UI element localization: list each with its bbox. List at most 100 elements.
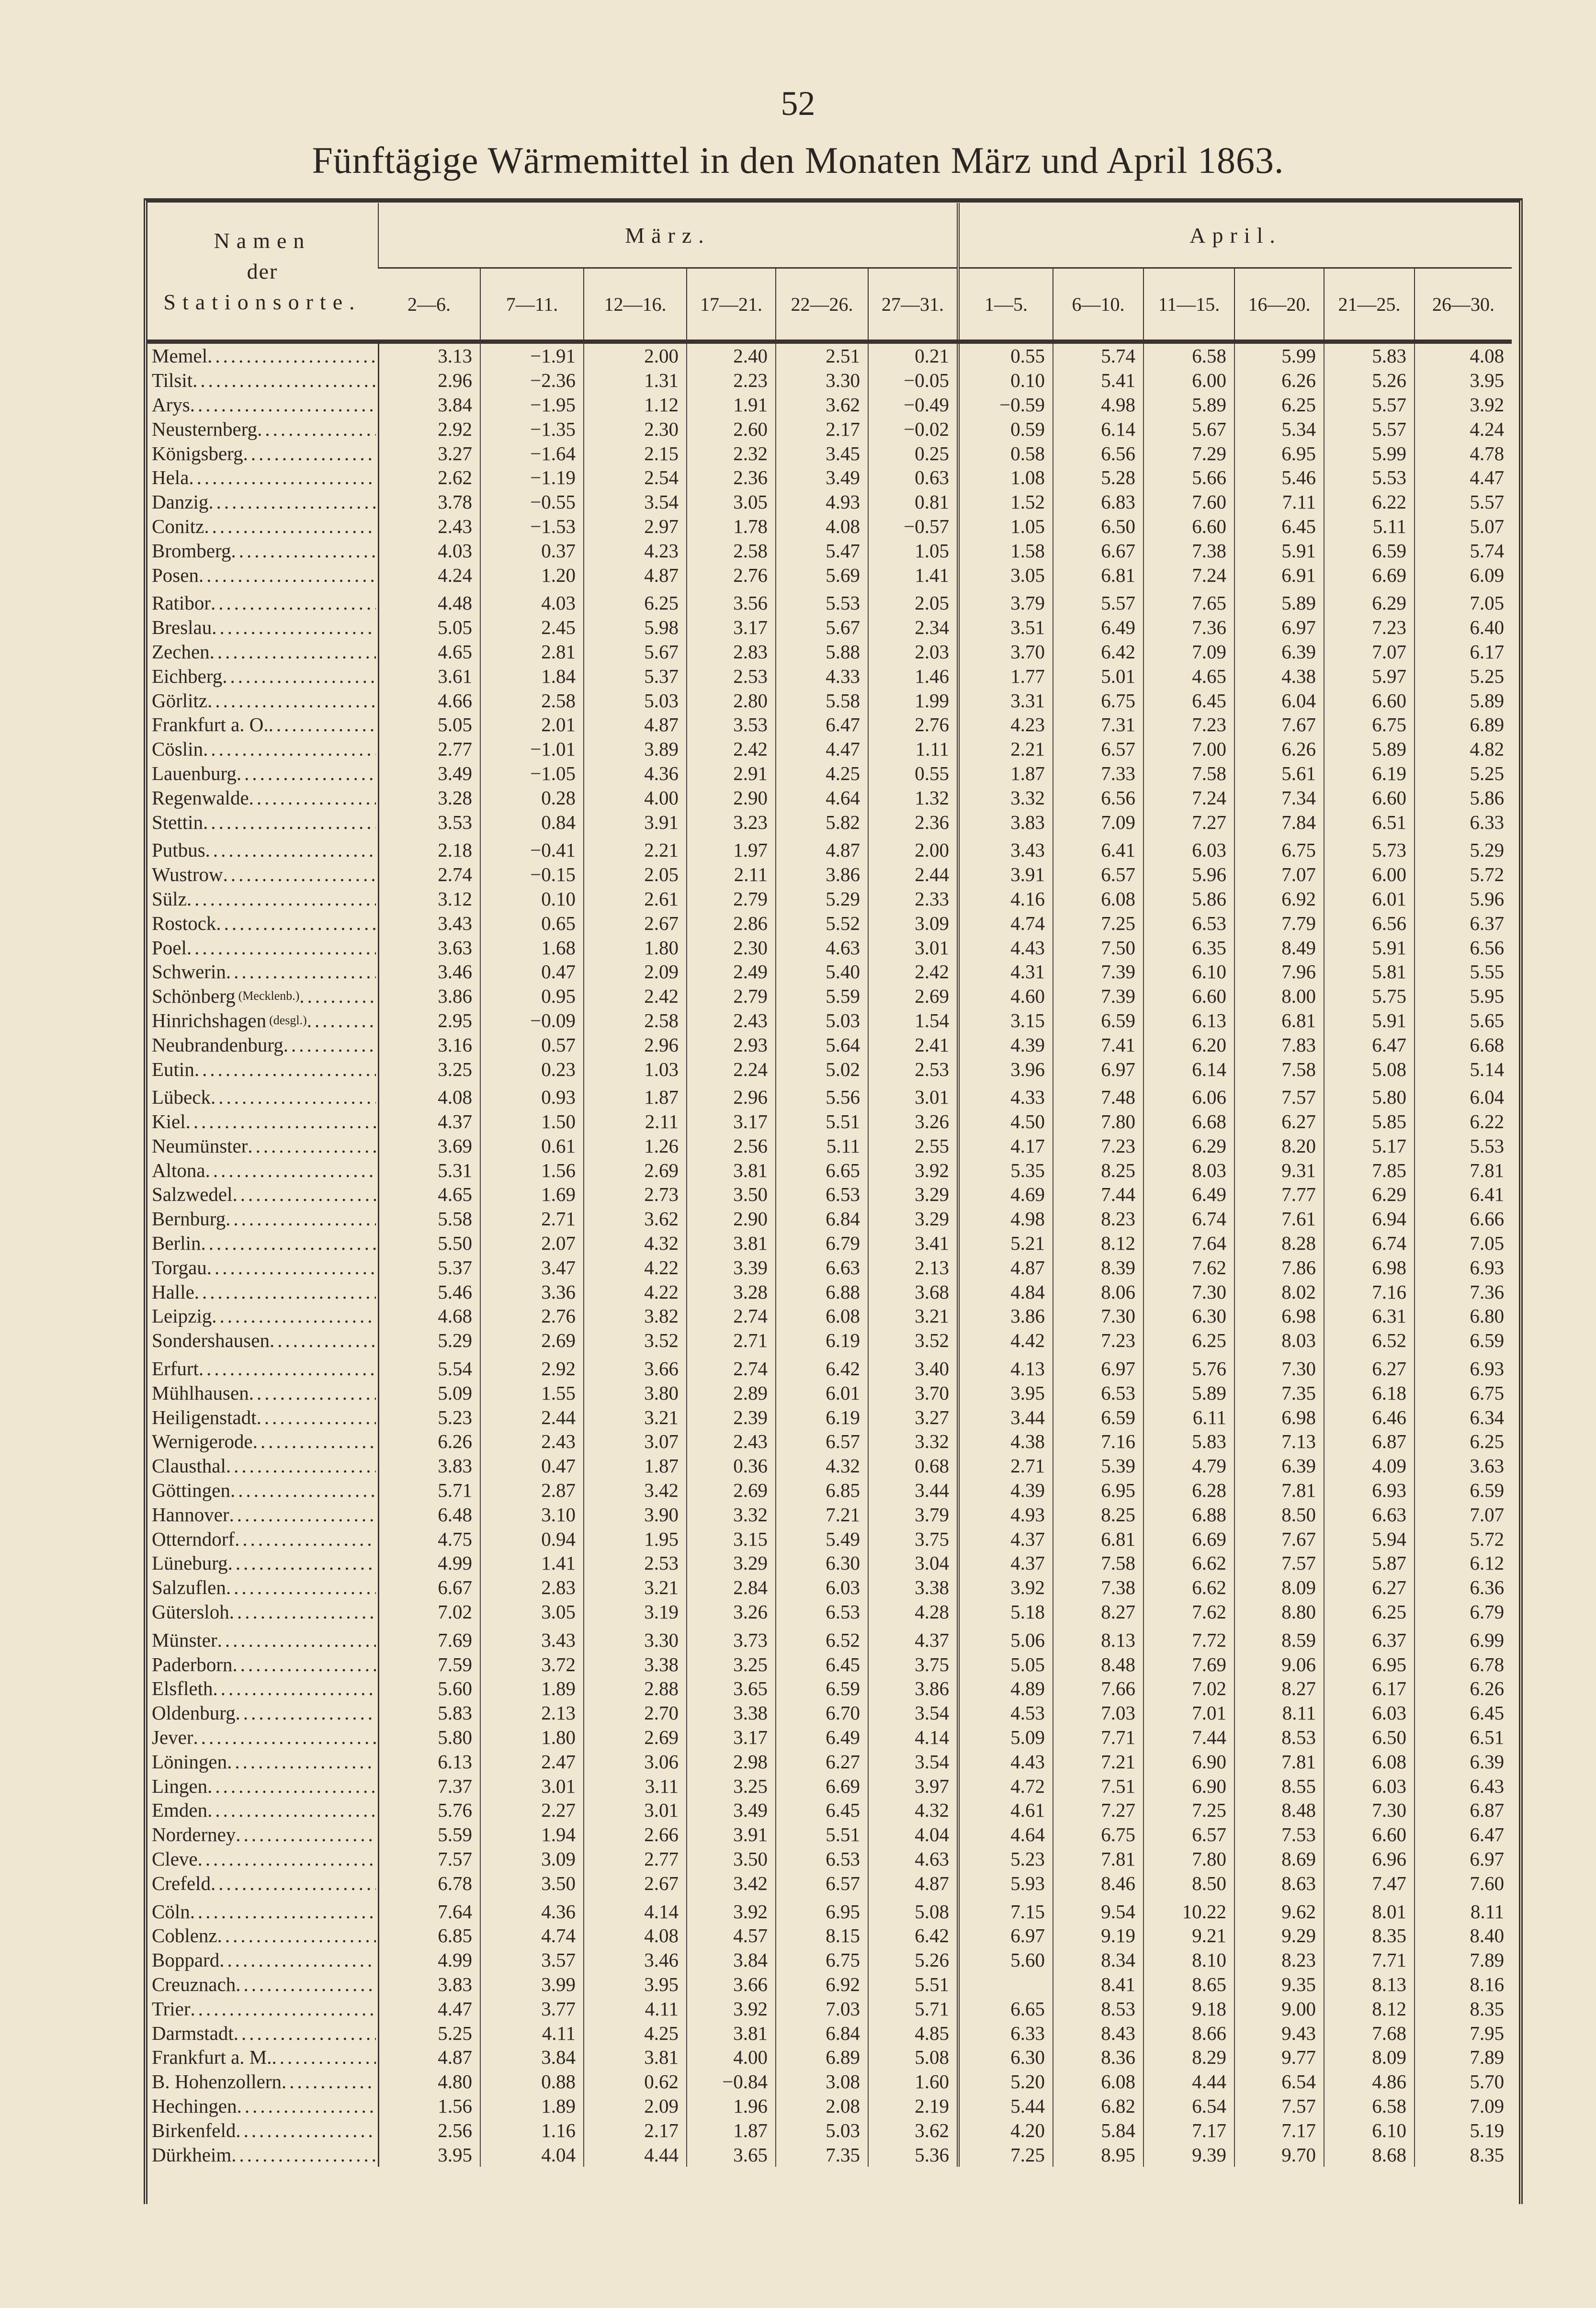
temperature-cell: 6.50	[1324, 1725, 1415, 1750]
station-name: Leipzig	[147, 1304, 379, 1328]
temperature-cell: 3.30	[775, 368, 868, 393]
temperature-cell: 6.22	[1324, 489, 1415, 514]
temperature-cell: 7.21	[775, 1502, 868, 1527]
temperature-cell: 4.23	[583, 538, 687, 563]
temperature-cell: 6.28	[1143, 1478, 1235, 1503]
dot-leader	[210, 640, 376, 664]
dot-leader	[226, 1207, 375, 1231]
temperature-cell: 0.37	[480, 538, 584, 563]
temperature-cell: 1.03	[583, 1057, 687, 1081]
temperature-cell: 6.93	[1414, 1356, 1512, 1381]
temperature-cell: 7.96	[1234, 959, 1324, 984]
temperature-cell: 9.54	[1053, 1899, 1144, 1923]
temperature-cell: 5.57	[1324, 417, 1415, 441]
temperature-cell: 5.74	[1414, 538, 1512, 563]
temperature-cell: 8.48	[1053, 1652, 1144, 1677]
temperature-cell: 8.29	[1143, 2045, 1235, 2070]
temperature-cell: 6.75	[1414, 1380, 1512, 1405]
temperature-cell: 4.57	[686, 1923, 776, 1948]
temperature-cell: 3.78	[378, 489, 480, 514]
temperature-cell: 6.60	[1324, 1822, 1415, 1847]
temperature-cell: 3.21	[583, 1405, 687, 1430]
temperature-cell: 8.50	[1234, 1502, 1324, 1527]
temperature-cell: 5.59	[378, 1822, 480, 1847]
temperature-cell: 5.60	[957, 1947, 1053, 1972]
temperature-cell: 5.51	[775, 1109, 868, 1134]
temperature-cell: 6.17	[1414, 639, 1512, 664]
dot-leader	[211, 1871, 376, 1895]
temperature-cell: −1.35	[480, 417, 584, 441]
station-name-text: B. Hohenzollern	[152, 2070, 282, 2093]
temperature-cell: 3.07	[583, 1429, 687, 1454]
temperature-cell: 2.21	[957, 736, 1053, 761]
temperature-cell: 0.95	[480, 984, 584, 1008]
station-name-text: Lübeck	[152, 1086, 211, 1109]
temperature-cell: 1.55	[480, 1380, 584, 1405]
temperature-cell: 5.25	[378, 2021, 480, 2045]
temperature-cell: 6.45	[775, 1652, 868, 1677]
temperature-cell: 5.60	[378, 1676, 480, 1701]
temperature-cell: 9.18	[1143, 1996, 1235, 2021]
temperature-cell: 4.65	[1143, 664, 1235, 689]
temperature-cell: 4.37	[957, 1527, 1053, 1551]
dot-leader	[212, 1304, 375, 1328]
temperature-cell: 4.25	[583, 2021, 687, 2045]
temperature-cell: 6.53	[1143, 911, 1235, 936]
temperature-cell: 3.38	[583, 1652, 687, 1677]
temperature-cell: 3.25	[686, 1652, 776, 1677]
period-header: 16—20.	[1234, 267, 1324, 339]
temperature-cell: 6.91	[1234, 563, 1324, 587]
temperature-cell: 3.50	[686, 1182, 776, 1207]
station-name-text: Regenwalde	[152, 786, 249, 809]
temperature-cell: 3.25	[378, 1057, 480, 1081]
table-row: Cleve 7.573.092.773.506.534.635.237.817.8…	[147, 1846, 1512, 1871]
temperature-cell: 6.62	[1143, 1551, 1235, 1575]
temperature-cell: 7.15	[957, 1899, 1053, 1923]
temperature-cell: 0.21	[867, 341, 959, 368]
temperature-cell: 6.49	[775, 1725, 868, 1750]
temperature-cell: 6.39	[1414, 1749, 1512, 1774]
temperature-cell: 4.48	[378, 590, 480, 615]
temperature-cell: 7.81	[1234, 1749, 1324, 1774]
temperature-cell: 8.02	[1234, 1279, 1324, 1304]
station-name: Berlin	[147, 1231, 379, 1256]
temperature-cell: 6.03	[1324, 1774, 1415, 1799]
temperature-cell: 6.09	[1414, 563, 1512, 587]
temperature-cell: 3.82	[583, 1304, 687, 1328]
temperature-cell: 5.89	[1234, 590, 1324, 615]
temperature-cell: 7.66	[1053, 1676, 1144, 1701]
temperature-cell: 4.17	[957, 1133, 1053, 1158]
temperature-cell: 7.02	[378, 1599, 480, 1624]
temperature-cell: 3.05	[686, 489, 776, 514]
station-name-text: Cleve	[152, 1848, 198, 1870]
station-note: (desgl.)	[269, 1013, 307, 1027]
temperature-cell: 6.53	[775, 1182, 868, 1207]
temperature-cell: 2.43	[686, 1008, 776, 1033]
station-name: Norderney	[147, 1822, 379, 1847]
station-name-text: Berlin	[152, 1232, 201, 1255]
temperature-cell: 8.16	[1414, 1972, 1512, 1997]
station-name-text: Halle	[152, 1280, 194, 1303]
dot-leader	[231, 2143, 375, 2167]
temperature-cell: 0.65	[480, 911, 584, 936]
temperature-cell: 5.98	[583, 615, 687, 640]
temperature-cell: 2.56	[686, 1133, 776, 1158]
temperature-cell: 2.53	[686, 664, 776, 689]
temperature-cell: 3.79	[867, 1502, 959, 1527]
temperature-cell: 4.80	[378, 2069, 480, 2094]
temperature-cell: 8.46	[1053, 1871, 1144, 1896]
temperature-cell: 5.71	[378, 1478, 480, 1503]
temperature-cell: 5.59	[775, 984, 868, 1008]
temperature-cell: 2.42	[583, 984, 687, 1008]
temperature-cell: 6.39	[1234, 639, 1324, 664]
temperature-cell: 6.29	[1143, 1133, 1235, 1158]
temperature-cell: 3.91	[957, 862, 1053, 887]
temperature-cell: 6.92	[775, 1972, 868, 1997]
temperature-cell: 7.64	[1143, 1231, 1235, 1256]
temperature-cell: 3.56	[686, 590, 776, 615]
temperature-cell: 8.35	[1414, 1996, 1512, 2021]
temperature-cell: 6.43	[1414, 1774, 1512, 1799]
temperature-cell: 1.87	[686, 2118, 776, 2143]
temperature-cell: 4.44	[583, 2142, 687, 2167]
temperature-cell: 6.87	[1324, 1429, 1415, 1454]
